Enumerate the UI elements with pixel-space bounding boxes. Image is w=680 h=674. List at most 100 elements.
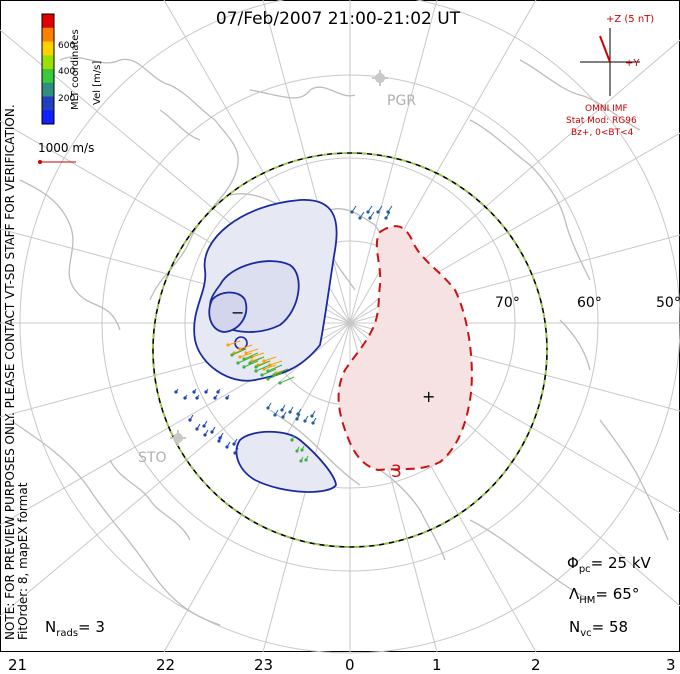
velocity-vector	[282, 411, 287, 418]
velocity-vector	[203, 420, 208, 427]
velocity-vector	[263, 356, 277, 362]
velocity-vector	[196, 423, 201, 430]
stat-lambda-hm: ΛHM= 65°	[569, 585, 639, 606]
velocity-vector	[291, 435, 295, 441]
velocity-vector	[304, 415, 309, 422]
station-label: PGR	[387, 93, 416, 109]
velocity-vector	[234, 447, 239, 454]
mlt-axis: 21 22 23 0 1 2 3	[8, 656, 676, 674]
velocity-vector	[301, 445, 305, 451]
map-title: 07/Feb/2007 21:00-21:02 UT	[216, 9, 461, 29]
velocity-vector	[251, 352, 265, 358]
velocity-vector	[385, 211, 391, 219]
velocity-vector	[367, 205, 373, 213]
colorbar-segment	[42, 110, 54, 125]
stat-value: = 58	[592, 618, 628, 636]
colorbar-tick: 400	[58, 67, 75, 77]
colorbar-tick: 200	[58, 94, 75, 104]
stat-model-label: Stat Mod: RG96	[566, 116, 637, 126]
colorbar-segment	[42, 82, 54, 97]
velocity-vector	[274, 409, 279, 416]
velocity-vector	[255, 364, 271, 372]
velocity-vector	[245, 348, 259, 354]
mlt-label: 2	[531, 656, 541, 674]
mlt-label: 3	[666, 656, 676, 674]
stat-n-vc: Nvc= 58	[569, 618, 628, 639]
svg-text:Nrads= 3: Nrads= 3	[45, 618, 105, 639]
mlt-label: 22	[156, 656, 175, 674]
velocity-vector	[296, 446, 300, 452]
latitude-label: 70°	[495, 295, 520, 311]
colorbar-segment	[42, 55, 54, 70]
velocity-vector	[312, 417, 317, 424]
velocity-vector	[211, 426, 216, 433]
velocity-vector	[239, 352, 253, 358]
velocity-vector	[239, 344, 253, 350]
preview-note: NOTE: FOR PREVIEW PURPOSES ONLY. PLEASE …	[3, 104, 17, 640]
velocity-vector	[273, 368, 289, 376]
velocity-vector	[227, 340, 241, 346]
velocity-vector	[267, 364, 283, 372]
velocity-vector	[184, 394, 188, 399]
velocity-vector	[255, 360, 271, 368]
stat-phi-pc: Φpc= 25 kV	[567, 554, 652, 575]
potential-min-marker: −	[231, 303, 244, 322]
velocity-vector	[233, 438, 238, 445]
negative-potential-cell	[193, 199, 338, 493]
svg-text:ΛHM= 65°: ΛHM= 65°	[569, 585, 639, 606]
colorbar-segment	[42, 14, 54, 29]
velocity-vector	[377, 205, 383, 213]
hm-boundary-dash	[152, 152, 548, 548]
velocity-vector	[281, 404, 286, 411]
mlt-label: 21	[8, 656, 27, 674]
imf-z-label: +Z (5 nT)	[606, 14, 654, 25]
stat-value: = 25 kV	[591, 554, 652, 572]
velocity-vector	[359, 211, 365, 219]
velocity-vector	[205, 388, 209, 393]
positive-potential-cell	[337, 225, 473, 472]
velocity-vector	[387, 205, 393, 213]
colorbar-segment	[42, 96, 54, 111]
reference-vector-label: 1000 m/s	[38, 141, 94, 155]
velocity-vector	[204, 429, 209, 436]
velocity-vector	[369, 211, 375, 219]
colorbar-segment	[42, 41, 54, 56]
velocity-vector	[263, 364, 277, 370]
imf-dial: +Z (5 nT) +Y OMNI IMF Stat Mod: RG96 Bz+…	[566, 14, 654, 138]
velocity-vector	[269, 360, 283, 366]
mlt-label: 1	[432, 656, 442, 674]
fit-order-note: FitOrder: 8, mapEX format	[16, 482, 30, 640]
velocity-vector	[351, 205, 357, 213]
contour-label: 3	[391, 462, 402, 482]
station-sto: STO	[138, 430, 186, 466]
station-pgr: PGR	[372, 70, 416, 109]
imf-source-label: OMNI IMF	[585, 104, 628, 114]
velocity-vector	[219, 432, 224, 439]
coordinate-label: MLT coordinates	[70, 29, 81, 110]
velocity-vector	[289, 406, 294, 413]
latitude-label: 50°	[656, 295, 680, 311]
velocity-vector	[249, 356, 265, 364]
imf-condition-label: Bz+, 0<BT<4	[571, 128, 634, 138]
velocity-vector	[226, 394, 230, 399]
velocity-colorbar: 600 400 200 Vel [m/s] MLT coordinates	[41, 13, 103, 125]
stat-value: = 65°	[595, 585, 639, 603]
reference-vector: 1000 m/s	[38, 141, 94, 164]
velocity-vector	[189, 414, 194, 421]
imf-y-label: +Y	[625, 58, 640, 69]
velocity-vector	[226, 441, 231, 448]
velocity-vector	[193, 388, 197, 393]
velocity-vector	[279, 376, 295, 384]
velocity-vector	[305, 455, 309, 461]
colorbar-label: Vel [m/s]	[92, 61, 103, 105]
velocity-vector	[267, 402, 272, 409]
stat-value: = 3	[78, 618, 105, 636]
stat-n-rads: Nrads= 3	[45, 618, 105, 639]
velocity-vector	[300, 456, 304, 462]
velocity-vector	[243, 352, 259, 360]
colorbar-segment	[42, 27, 54, 42]
velocity-vector	[214, 394, 218, 399]
velocity-vectors	[174, 205, 393, 463]
velocity-vector	[311, 410, 316, 417]
